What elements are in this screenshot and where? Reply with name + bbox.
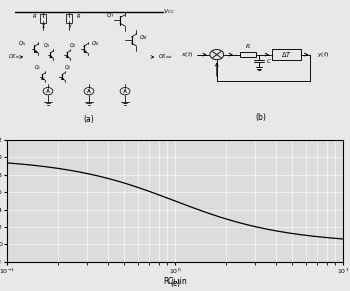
Bar	[240, 52, 256, 57]
Text: $y(t)$: $y(t)$	[317, 50, 329, 59]
Text: $V_{CC}$: $V_{CC}$	[163, 8, 175, 16]
Bar	[40, 14, 46, 23]
Bar	[272, 49, 301, 60]
Text: $Q_8$: $Q_8$	[139, 33, 147, 42]
Text: $CK_{out}$: $CK_{out}$	[158, 53, 173, 61]
Text: $Q_6$: $Q_6$	[91, 39, 99, 48]
Text: $Q_7$: $Q_7$	[106, 11, 114, 20]
Text: $Q_3$: $Q_3$	[43, 41, 50, 50]
Text: $R$: $R$	[32, 12, 37, 20]
Text: (c): (c)	[170, 279, 180, 288]
Text: $Q_5$: $Q_5$	[18, 39, 26, 48]
Text: $CK_{in}$: $CK_{in}$	[8, 53, 20, 61]
Text: $Q_2$: $Q_2$	[64, 63, 71, 72]
Text: $R$: $R$	[76, 12, 81, 20]
X-axis label: RCωin: RCωin	[163, 277, 187, 286]
Text: $C$: $C$	[266, 57, 272, 65]
Text: Y: Y	[68, 24, 71, 29]
Text: X: X	[42, 24, 44, 29]
Text: $Q_1$: $Q_1$	[34, 63, 42, 72]
Text: (a): (a)	[84, 115, 94, 124]
Text: $Q_4$: $Q_4$	[69, 41, 76, 50]
Text: $R$: $R$	[245, 42, 251, 50]
Text: (b): (b)	[256, 113, 266, 122]
Text: $\Delta T$: $\Delta T$	[281, 50, 292, 59]
Text: $x(t)$: $x(t)$	[181, 50, 194, 59]
Bar	[66, 14, 72, 23]
